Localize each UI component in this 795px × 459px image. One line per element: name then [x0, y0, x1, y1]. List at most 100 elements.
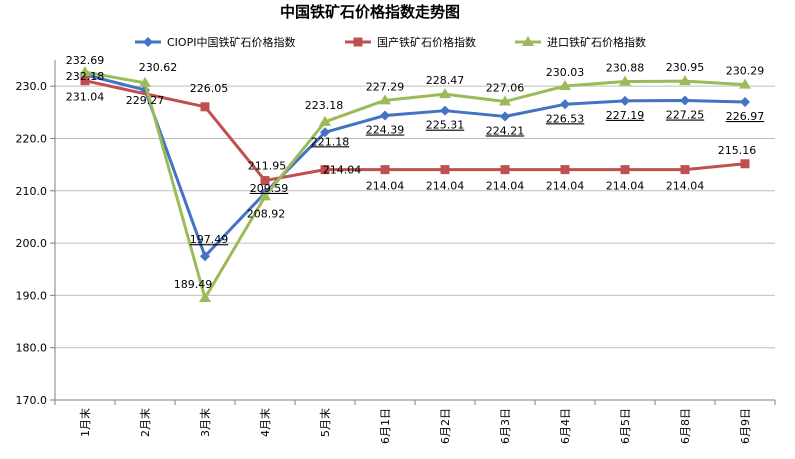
data-point: [500, 111, 510, 122]
data-point: [620, 95, 630, 106]
data-label: 230.62: [139, 61, 178, 74]
series-line: [84, 70, 746, 300]
data-point: [320, 165, 330, 175]
data-label: 211.95: [248, 160, 287, 173]
x-tick-label: 6月2日: [439, 408, 452, 444]
series-line: [84, 73, 746, 258]
data-labels: 232.18 229.27 197.49 209.59 221.18 224.39 225.…: [66, 54, 765, 291]
data-point: [200, 251, 210, 262]
data-label: 227.06: [486, 82, 525, 95]
x-tick-label: 3月末: [198, 408, 212, 437]
data-point: [200, 102, 210, 112]
data-label: 214.04: [426, 180, 465, 193]
data-point: [80, 76, 90, 86]
x-tick-label: 2月末: [138, 408, 152, 437]
data-label: 214.04: [323, 164, 362, 177]
data-point: [319, 115, 331, 126]
data-label: 230.29: [726, 65, 765, 78]
plot-area: [55, 85, 775, 401]
x-axis: 1月末 2月末 3月末 4月末 5月末 6月1日 6月2日 6月3日 6月4日 6月5日 6月8日 6…: [54, 399, 776, 444]
y-tick-label: 190.0: [16, 289, 48, 302]
data-point: [740, 159, 750, 169]
data-label: 226.53: [546, 112, 585, 125]
series-line: [84, 79, 746, 183]
legend-label: 国产铁矿石价格指数: [377, 35, 476, 49]
legend-label: CIOPI中国铁矿石价格指数: [167, 35, 295, 49]
data-label: 215.16: [718, 144, 757, 157]
data-label: 214.04: [606, 180, 645, 193]
data-point: [260, 176, 270, 186]
y-tick-label: 220.0: [16, 132, 48, 145]
data-point: [380, 110, 390, 121]
data-point: [440, 165, 450, 175]
data-label: 231.04: [66, 91, 105, 104]
data-point: [620, 165, 630, 175]
data-label: 232.18: [66, 70, 105, 83]
data-point: [680, 165, 690, 175]
data-label: 209.59: [250, 182, 289, 195]
x-tick-label: 6月5日: [619, 408, 632, 444]
data-label: 208.92: [247, 207, 286, 220]
data-label: 230.88: [606, 62, 645, 75]
data-label: 214.04: [366, 180, 405, 193]
data-label: 232.69: [66, 54, 105, 67]
data-label: 214.04: [546, 180, 585, 193]
data-label: 227.29: [366, 80, 405, 93]
data-point: [500, 165, 510, 175]
data-label: 227.19: [606, 109, 645, 122]
data-point: [320, 127, 330, 138]
y-tick-label: 210.0: [16, 185, 48, 198]
x-tick-label: 6月8日: [679, 408, 692, 444]
data-point: [739, 78, 751, 89]
data-point: [522, 36, 534, 46]
data-point: [440, 105, 450, 116]
x-tick-label: 6月4日: [559, 408, 572, 444]
legend: CIOPI中国铁矿石价格指数 国产铁矿石价格指数 进口铁矿石价格指数: [135, 35, 646, 49]
y-tick-label: 180.0: [16, 342, 48, 355]
y-axis: 170.0 180.0 190.0 200.0 210.0 220.0 230.0: [16, 60, 56, 407]
data-label: 189.49: [174, 278, 213, 291]
data-label: 221.18: [311, 135, 350, 148]
data-label: 224.39: [366, 123, 405, 136]
data-label: 229.27: [126, 94, 165, 107]
data-point: [619, 75, 631, 86]
data-point: [740, 97, 750, 108]
x-tick-label: 6月1日: [379, 408, 392, 444]
y-tick-label: 200.0: [16, 237, 48, 250]
data-point: [139, 76, 151, 87]
data-label: 230.03: [546, 66, 585, 79]
data-point: [560, 99, 570, 110]
data-label: 197.49: [190, 233, 229, 246]
legend-item: 进口铁矿石价格指数: [515, 35, 646, 49]
data-label: 214.04: [666, 180, 705, 193]
x-tick-label: 6月9日: [739, 408, 752, 444]
x-tick-label: 5月末: [318, 408, 332, 437]
data-point: [353, 37, 363, 47]
data-label: 224.21: [486, 124, 525, 137]
legend-item: CIOPI中国铁矿石价格指数: [135, 35, 295, 49]
data-point: [259, 190, 271, 201]
y-tick-label: 170.0: [16, 394, 48, 407]
data-label: 223.18: [305, 99, 344, 112]
x-tick-label: 1月末: [78, 408, 92, 437]
data-point: [560, 165, 570, 175]
data-label: 227.25: [666, 109, 705, 122]
data-point: [199, 292, 211, 303]
legend-label: 进口铁矿石价格指数: [547, 35, 646, 49]
data-point: [679, 75, 691, 86]
data-point: [680, 95, 690, 106]
data-point: [379, 94, 391, 105]
data-point: [380, 165, 390, 175]
data-label: 214.04: [486, 180, 525, 193]
data-label: 230.95: [666, 61, 705, 74]
data-label: 228.47: [426, 74, 465, 87]
data-point: [559, 79, 571, 90]
data-point: [143, 37, 153, 47]
series-layer: [79, 66, 751, 303]
data-point: [79, 66, 91, 77]
data-point: [439, 88, 451, 99]
legend-item: 国产铁矿石价格指数: [345, 35, 476, 49]
data-label: 226.05: [190, 82, 229, 95]
chart-title: 中国铁矿石价格指数走势图: [280, 3, 460, 21]
